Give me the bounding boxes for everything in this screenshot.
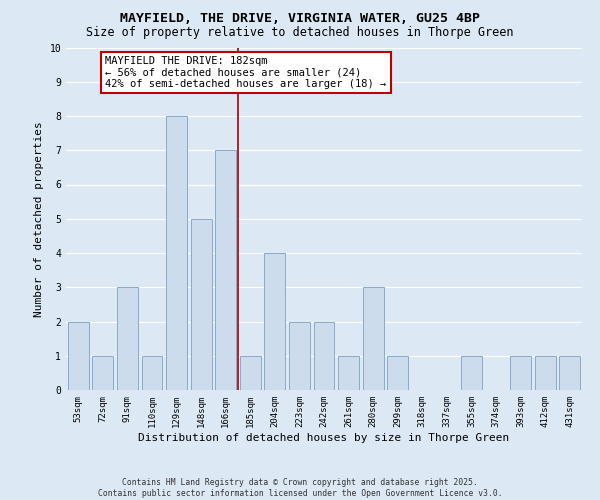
Bar <box>362 287 383 390</box>
Y-axis label: Number of detached properties: Number of detached properties <box>34 121 44 316</box>
Bar <box>461 356 482 390</box>
X-axis label: Distribution of detached houses by size in Thorpe Green: Distribution of detached houses by size … <box>139 432 509 442</box>
Text: Size of property relative to detached houses in Thorpe Green: Size of property relative to detached ho… <box>86 26 514 39</box>
Bar <box>142 356 163 390</box>
Bar <box>215 150 236 390</box>
Bar <box>535 356 556 390</box>
Bar <box>166 116 187 390</box>
Bar <box>68 322 89 390</box>
Bar <box>240 356 261 390</box>
Text: MAYFIELD THE DRIVE: 182sqm
← 56% of detached houses are smaller (24)
42% of semi: MAYFIELD THE DRIVE: 182sqm ← 56% of deta… <box>106 56 386 90</box>
Bar <box>387 356 408 390</box>
Bar <box>92 356 113 390</box>
Bar <box>265 253 286 390</box>
Bar <box>510 356 531 390</box>
Text: Contains HM Land Registry data © Crown copyright and database right 2025.
Contai: Contains HM Land Registry data © Crown c… <box>98 478 502 498</box>
Bar <box>289 322 310 390</box>
Bar <box>191 219 212 390</box>
Bar <box>117 287 138 390</box>
Bar <box>559 356 580 390</box>
Text: MAYFIELD, THE DRIVE, VIRGINIA WATER, GU25 4BP: MAYFIELD, THE DRIVE, VIRGINIA WATER, GU2… <box>120 12 480 26</box>
Bar <box>314 322 334 390</box>
Bar <box>338 356 359 390</box>
